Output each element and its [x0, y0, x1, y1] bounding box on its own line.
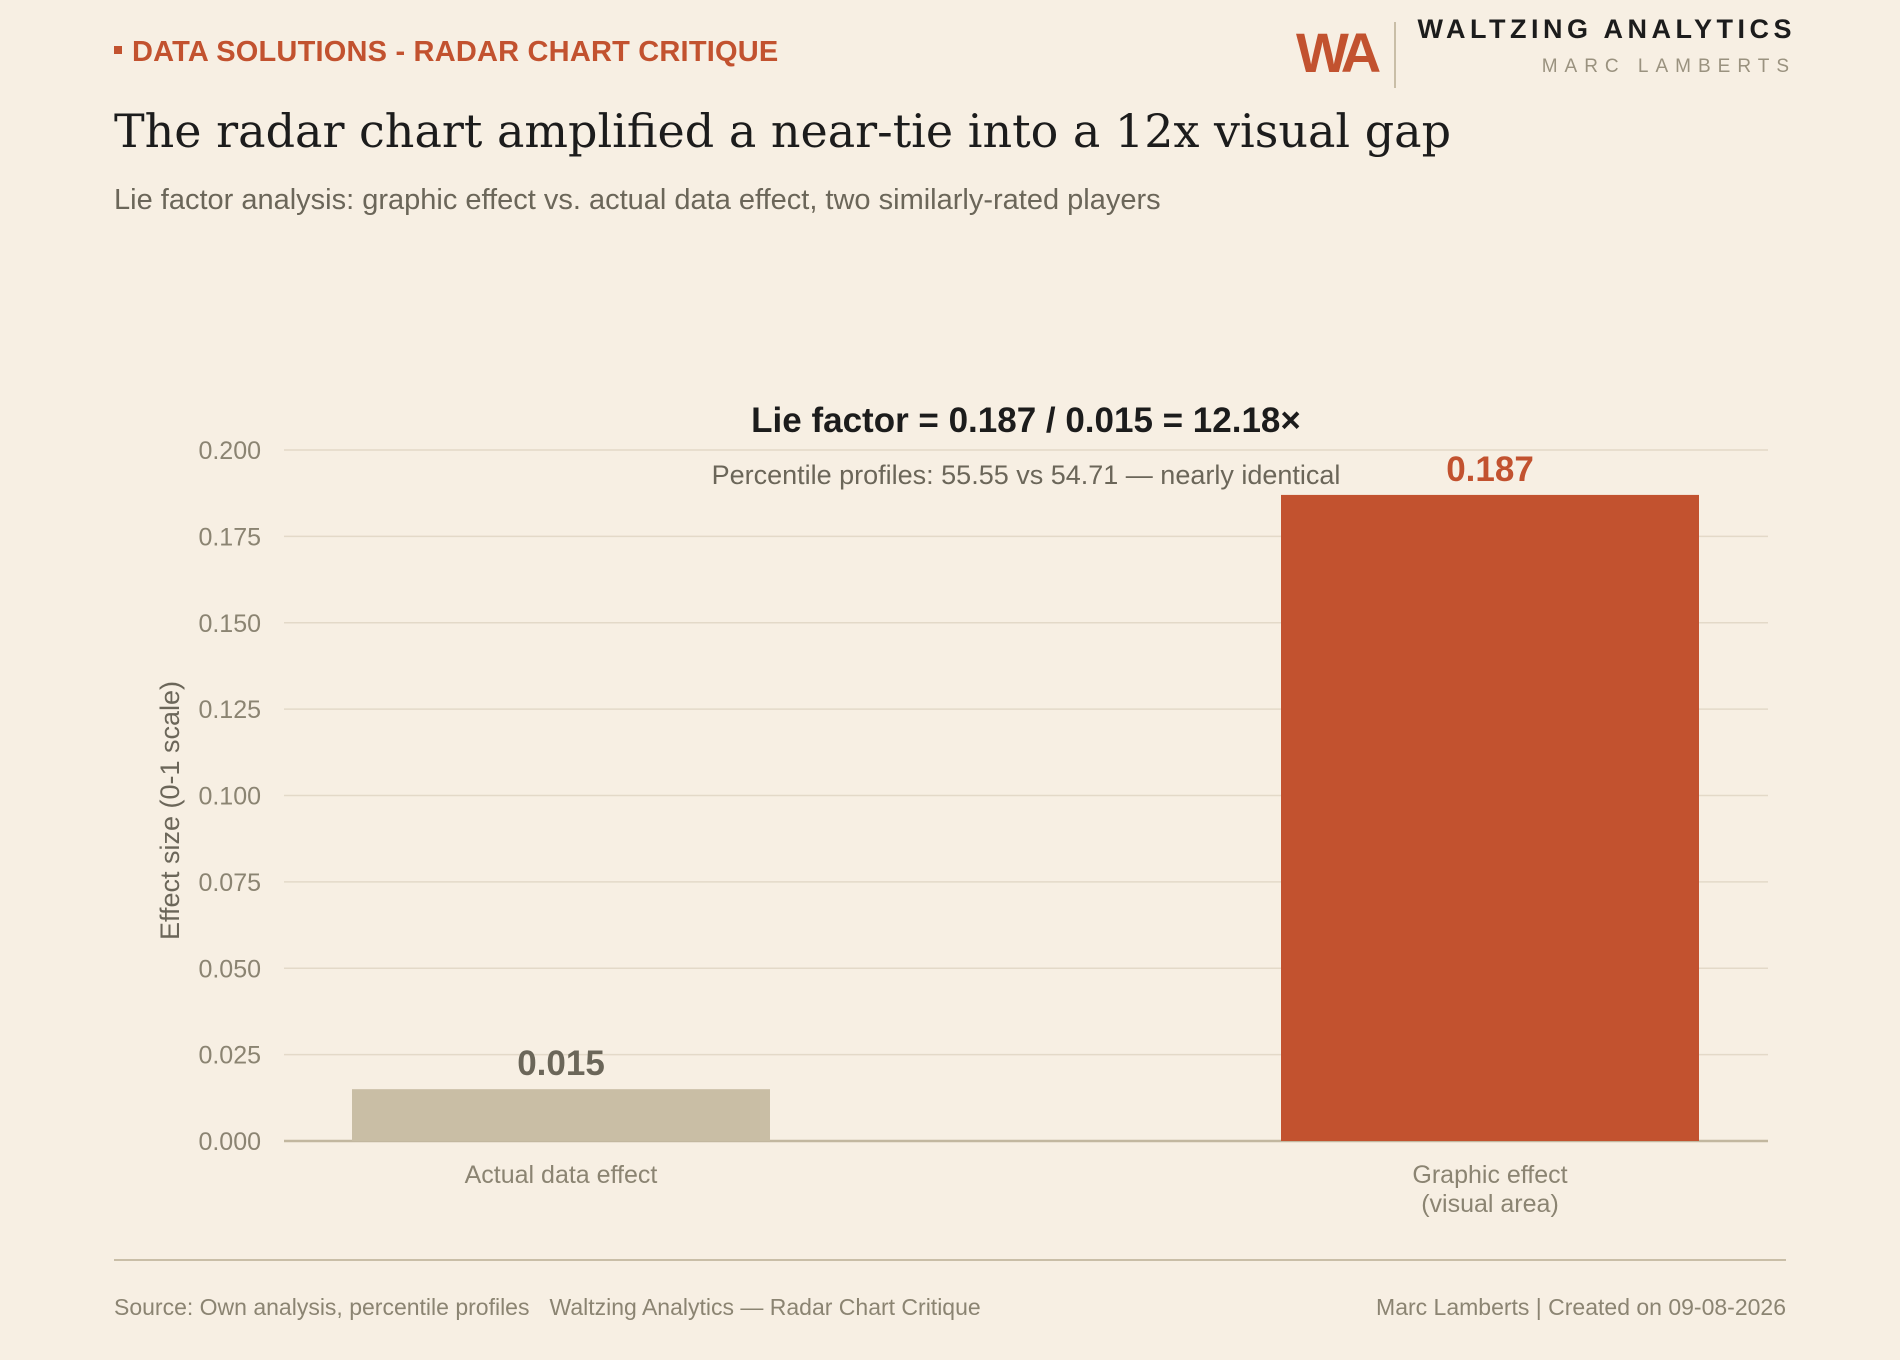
footer-source: Source: Own analysis, percentile profile… [114, 1294, 981, 1321]
kicker: DATA SOLUTIONS - RADAR CHART CRITIQUE [114, 36, 778, 69]
x-tick-label: Actual data effect [465, 1161, 658, 1189]
kicker-text: DATA SOLUTIONS - RADAR CHART CRITIQUE [132, 36, 779, 68]
square-bullet-icon [114, 46, 122, 55]
y-tick-label: 0.125 [198, 696, 261, 724]
footer-credit: Marc Lamberts | Created on 09-08-2026 [1376, 1294, 1786, 1320]
publication-text: Waltzing Analytics — Radar Chart Critiqu… [549, 1294, 981, 1320]
brand-block: WA WALTZING ANALYTICS MARC LAMBERTS [1296, 14, 1796, 90]
y-tick-label: 0.000 [198, 1128, 261, 1156]
y-axis-label: Effect size (0-1 scale) [155, 681, 185, 940]
footer-divider [114, 1259, 1786, 1261]
brand-name: WALTZING ANALYTICS [1417, 14, 1796, 44]
bar [352, 1089, 770, 1141]
x-tick-label: Graphic effect (visual area) [1412, 1161, 1567, 1218]
lie-factor-annotation: Lie factor = 0.187 / 0.015 = 12.18× [751, 401, 1301, 440]
y-tick-label: 0.050 [198, 955, 261, 983]
page-subtitle: Lie factor analysis: graphic effect vs. … [114, 184, 1161, 216]
bar-value-label: 0.015 [517, 1044, 605, 1083]
brand-divider [1394, 22, 1396, 88]
brand-logo: WA [1296, 21, 1381, 84]
page-title: The radar chart amplified a near-tie int… [114, 104, 1452, 158]
source-text: Source: Own analysis, percentile profile… [114, 1294, 530, 1320]
y-tick-label: 0.200 [198, 437, 261, 465]
y-tick-label: 0.175 [198, 523, 261, 551]
bar-value-label: 0.187 [1446, 450, 1534, 489]
y-tick-label: 0.150 [198, 610, 261, 638]
percentile-annotation: Percentile profiles: 55.55 vs 54.71 — ne… [712, 460, 1341, 490]
y-tick-label: 0.075 [198, 869, 261, 897]
y-tick-label: 0.100 [198, 783, 261, 811]
bar [1281, 494, 1699, 1141]
y-tick-label: 0.025 [198, 1042, 261, 1070]
brand-author: MARC LAMBERTS [1541, 56, 1796, 77]
